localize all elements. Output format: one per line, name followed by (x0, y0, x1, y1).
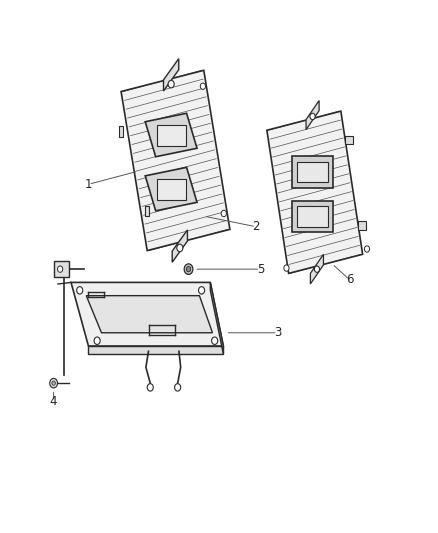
Polygon shape (210, 282, 223, 354)
Circle shape (212, 337, 218, 344)
Polygon shape (292, 201, 333, 232)
Circle shape (57, 266, 63, 272)
Polygon shape (145, 167, 197, 211)
Circle shape (198, 287, 205, 294)
Polygon shape (119, 126, 123, 136)
Polygon shape (292, 157, 333, 188)
Circle shape (314, 266, 320, 272)
Polygon shape (157, 179, 186, 199)
Polygon shape (297, 206, 328, 227)
Text: 3: 3 (274, 326, 282, 340)
Polygon shape (71, 282, 223, 346)
Polygon shape (267, 111, 363, 273)
Circle shape (364, 246, 370, 252)
Circle shape (186, 266, 191, 272)
Circle shape (52, 381, 55, 385)
Text: 2: 2 (252, 220, 260, 233)
Polygon shape (86, 296, 212, 333)
Circle shape (221, 211, 226, 216)
Polygon shape (306, 101, 319, 130)
Polygon shape (145, 206, 149, 216)
Polygon shape (145, 114, 197, 157)
Circle shape (184, 264, 193, 274)
Circle shape (175, 384, 181, 391)
Circle shape (77, 287, 83, 294)
Circle shape (168, 80, 174, 88)
Circle shape (284, 265, 289, 271)
Text: 4: 4 (50, 395, 57, 408)
Circle shape (94, 337, 100, 344)
Polygon shape (345, 135, 353, 144)
Circle shape (200, 83, 205, 90)
Polygon shape (157, 125, 186, 146)
Text: 5: 5 (257, 263, 264, 276)
Polygon shape (121, 70, 230, 251)
Polygon shape (163, 59, 179, 91)
Text: 1: 1 (85, 178, 92, 191)
Polygon shape (88, 346, 223, 354)
Polygon shape (358, 221, 366, 230)
Circle shape (310, 114, 315, 119)
Polygon shape (53, 261, 69, 277)
Polygon shape (172, 230, 187, 262)
Circle shape (49, 378, 57, 388)
Circle shape (147, 384, 153, 391)
Polygon shape (297, 162, 328, 182)
Polygon shape (311, 254, 323, 284)
Text: 6: 6 (346, 273, 353, 286)
Circle shape (177, 244, 183, 252)
